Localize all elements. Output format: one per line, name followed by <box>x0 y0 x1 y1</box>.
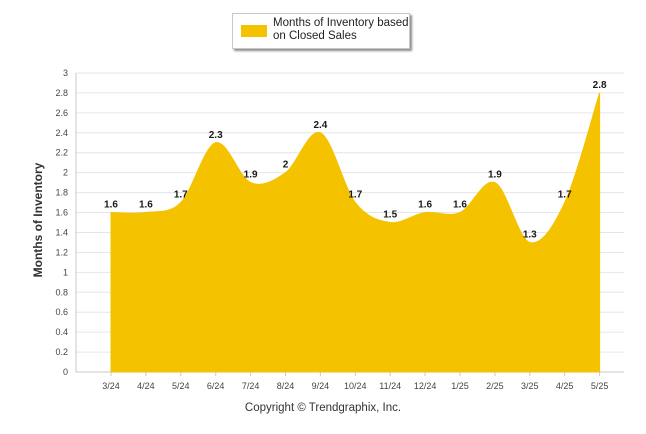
y-tick-label: 1.8 <box>55 188 68 198</box>
x-tick-label: 3/25 <box>521 381 539 391</box>
data-label: 1.6 <box>453 200 467 211</box>
data-label: 2.3 <box>209 130 223 141</box>
x-tick-label: 8/24 <box>277 381 295 391</box>
data-label: 1.7 <box>348 190 362 201</box>
data-label: 1.6 <box>418 200 432 211</box>
y-tick-label: 3 <box>63 68 68 78</box>
y-tick-label: 2 <box>63 168 68 178</box>
y-tick-label: 1.2 <box>55 247 68 257</box>
y-tick-label: 0.4 <box>55 327 68 337</box>
legend: Months of Inventory based on Closed Sale… <box>232 13 410 49</box>
y-axis-title: Months of Inventory <box>31 162 45 278</box>
x-tick-label: 12/24 <box>414 381 437 391</box>
y-tick-label: 0.6 <box>55 307 68 317</box>
data-label: 1.9 <box>488 170 502 181</box>
data-label: 1.6 <box>104 200 118 211</box>
data-label: 1.6 <box>139 200 153 211</box>
y-tick-label: 0 <box>63 367 68 377</box>
x-tick-label: 9/24 <box>312 381 330 391</box>
x-tick-label: 5/24 <box>172 381 190 391</box>
x-tick-label: 4/24 <box>137 381 155 391</box>
y-tick-label: 0.2 <box>55 347 68 357</box>
data-label: 2.8 <box>593 80 607 91</box>
y-tick-label: 2.6 <box>55 108 68 118</box>
y-tick-label: 0.8 <box>55 287 68 297</box>
y-tick-label: 1.4 <box>55 227 68 237</box>
legend-label: Months of Inventory based on Closed Sale… <box>273 17 409 42</box>
x-tick-label: 2/25 <box>486 381 504 391</box>
x-tick-label: 5/25 <box>591 381 609 391</box>
x-tick-label: 4/25 <box>556 381 574 391</box>
x-tick-label: 11/24 <box>379 381 401 391</box>
data-label: 2.4 <box>313 120 327 131</box>
copyright-text: Copyright © Trendgraphix, Inc. <box>244 402 402 414</box>
data-label: 1.3 <box>523 229 537 240</box>
data-label: 1.9 <box>244 170 258 181</box>
legend-swatch <box>241 25 267 37</box>
y-tick-label: 2.2 <box>55 148 68 158</box>
y-tick-label: 2.4 <box>55 128 68 138</box>
data-label: 1.7 <box>174 190 188 201</box>
y-tick-label: 1 <box>63 267 68 277</box>
y-tick-label: 2.8 <box>55 88 68 98</box>
data-label: 1.7 <box>558 190 572 201</box>
x-tick-label: 6/24 <box>207 381 225 391</box>
x-tick-label: 10/24 <box>344 381 367 391</box>
x-tick-label: 3/24 <box>102 381 120 391</box>
x-tick-label: 7/24 <box>242 381 260 391</box>
data-label: 1.5 <box>383 210 397 221</box>
series-area <box>110 92 601 373</box>
y-tick-label: 1.6 <box>55 208 68 218</box>
data-label: 2 <box>283 160 289 171</box>
x-tick-label: 1/25 <box>451 381 469 391</box>
